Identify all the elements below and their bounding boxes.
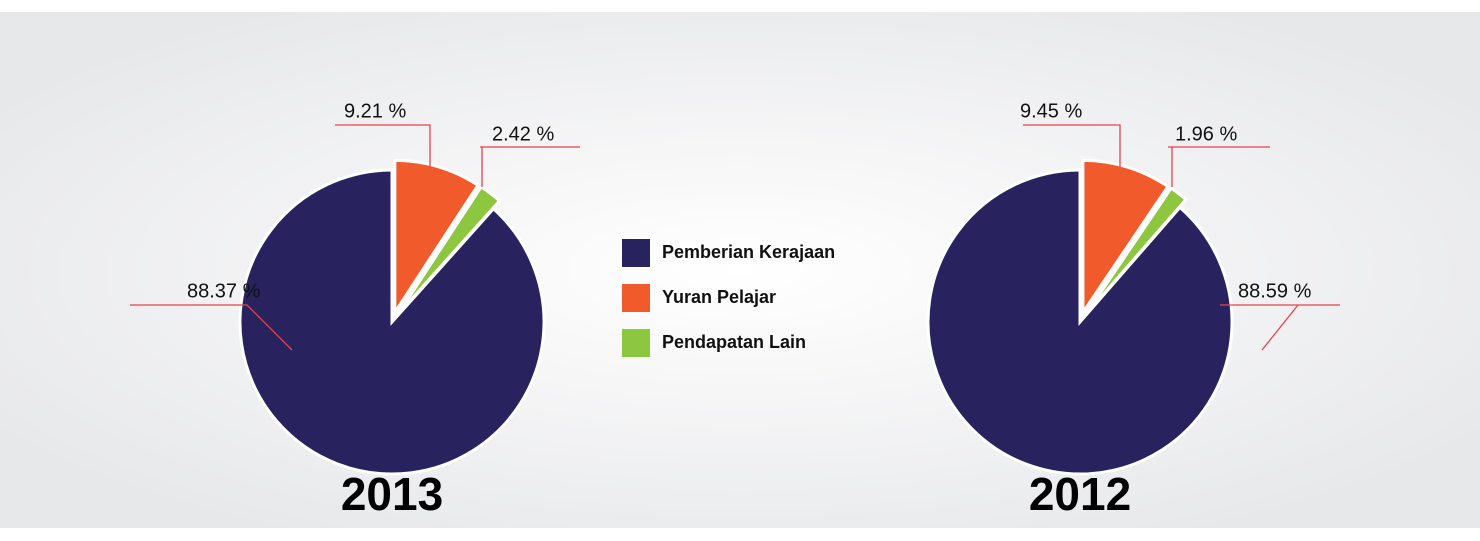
chart-title: 2012 <box>1029 468 1131 520</box>
background <box>0 12 1480 528</box>
pie-slice <box>1084 186 1189 316</box>
value-label: 2.42 % <box>492 123 554 145</box>
pie-slice <box>396 184 502 316</box>
leader-line <box>130 304 293 351</box>
value-label: 88.37 % <box>187 280 261 302</box>
pie-slice <box>926 168 1234 476</box>
legend-swatch <box>622 239 650 267</box>
legend-label: Pemberian Kerajaan <box>662 242 835 262</box>
pie-slice <box>393 158 481 318</box>
legend-label: Yuran Pelajar <box>662 287 776 307</box>
legend-label: Pendapatan Lain <box>662 332 806 352</box>
legend-swatch <box>622 284 650 312</box>
pie-slice <box>1081 158 1171 318</box>
value-label: 9.45 % <box>1020 100 1082 122</box>
value-label: 9.21 % <box>344 100 406 122</box>
chart-title: 2013 <box>341 468 443 520</box>
leader-line <box>335 124 431 167</box>
leader-line <box>1023 124 1121 167</box>
value-label: 1.96 % <box>1175 123 1237 145</box>
pie-slice <box>238 168 546 476</box>
legend-swatch <box>622 329 650 357</box>
leader-line <box>1261 304 1299 351</box>
value-label: 88.59 % <box>1238 280 1312 302</box>
